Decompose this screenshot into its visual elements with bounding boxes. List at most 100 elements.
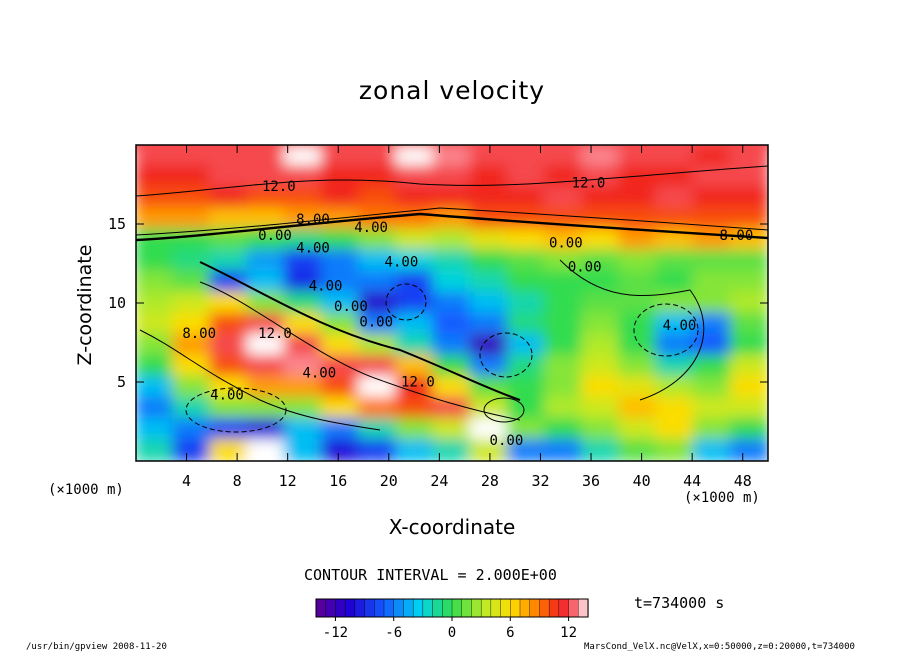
field-cell: [283, 333, 323, 357]
field-cell: [432, 438, 472, 461]
contour-line: [479, 332, 533, 378]
field-cell: [692, 270, 732, 294]
field-cell: [136, 438, 175, 461]
field-cell: [358, 312, 398, 336]
field-cell: [581, 375, 621, 399]
x-tick-label: 32: [531, 472, 549, 490]
colorbar-segment: [471, 598, 482, 618]
field-cell: [209, 207, 249, 231]
x-tick-label: 24: [430, 472, 448, 490]
field-cell: [358, 270, 398, 294]
field-cell: [618, 354, 658, 378]
field-cell: [358, 186, 398, 210]
field-cell: [506, 396, 546, 420]
colorbar-segment: [578, 598, 589, 618]
field-cell: [469, 417, 509, 441]
field-cell: [395, 375, 435, 399]
field-cell: [655, 354, 695, 378]
field-cell: [172, 207, 212, 231]
contour-label: 4.00: [354, 220, 388, 236]
field-cell: [358, 333, 398, 357]
field-cell: [618, 291, 658, 315]
contour-line: [136, 165, 768, 197]
contour-label: 0.00: [490, 433, 524, 449]
chart-title: zonal velocity: [358, 76, 546, 105]
field-cell: [320, 333, 361, 357]
field-cell: [469, 186, 509, 210]
field-cell: [320, 145, 361, 168]
colorbar-segment: [354, 598, 366, 618]
x-axis-unit: (×1000 m): [684, 490, 760, 506]
field-cell: [506, 145, 546, 168]
colorbar-segment: [539, 598, 550, 618]
colorbar-segment: [344, 598, 356, 618]
colorbar-segment: [403, 598, 414, 618]
field-cell: [283, 249, 323, 273]
y-axis-unit: (×1000 m): [48, 482, 124, 498]
field-cell: [729, 417, 768, 441]
field-cell: [543, 375, 584, 399]
x-tick-label: 12: [279, 472, 297, 490]
contour-label: 4.00: [663, 318, 697, 334]
field-cell: [432, 165, 472, 189]
contour-line: [199, 281, 521, 421]
field-cell: [172, 145, 212, 168]
colorbar-segment: [568, 598, 579, 618]
field-cell: [395, 417, 435, 441]
field-cell: [432, 333, 472, 357]
field-cell: [209, 312, 249, 336]
field-cell: [543, 333, 584, 357]
x-tick-label: 48: [734, 472, 752, 490]
y-tick-label: 10: [108, 294, 126, 312]
colorbar-segment: [519, 598, 531, 618]
field-cell: [506, 270, 546, 294]
field-cell: [172, 354, 212, 378]
contour-label: 4.00: [296, 240, 330, 256]
field-cell: [136, 396, 175, 420]
field-cell: [506, 354, 546, 378]
field-cell: [432, 291, 472, 315]
field-cell: [209, 165, 249, 189]
field-cell: [729, 438, 768, 461]
contour-label: 12.0: [262, 179, 296, 195]
contour-label: 4.00: [385, 255, 419, 271]
field-cell: [283, 291, 323, 315]
field-cell: [432, 312, 472, 336]
field-cell: [469, 354, 509, 378]
field-cell: [320, 417, 361, 441]
field-cell: [581, 270, 621, 294]
field-cell: [655, 312, 695, 336]
y-axis-label: Z-coordinate: [74, 244, 96, 366]
colorbar-segment: [461, 598, 473, 618]
field-cell: [136, 186, 175, 210]
contour-label: 0.00: [549, 236, 583, 252]
field-cell: [655, 249, 695, 273]
y-tick-label: 15: [108, 215, 126, 233]
field-cell: [618, 375, 658, 399]
colorbar-segment: [548, 598, 560, 618]
x-tick-label: 20: [380, 472, 398, 490]
field-cell: [618, 438, 658, 461]
field-cell: [209, 249, 249, 273]
contour-line: [483, 397, 525, 423]
field-cell: [246, 249, 286, 273]
colorbar-segment: [383, 598, 395, 618]
contour-line: [633, 303, 699, 357]
field-cell: [729, 396, 768, 420]
field-cell: [246, 396, 286, 420]
field-cell: [618, 270, 658, 294]
contour-label: 4.00: [302, 365, 336, 381]
field-cell: [136, 165, 175, 189]
contour-label: 0.00: [568, 259, 602, 275]
field-cell: [209, 438, 249, 461]
field-cell: [729, 291, 768, 315]
colorbar-segment: [500, 598, 511, 618]
contour-label: 8.00: [182, 326, 216, 342]
field-cell: [655, 438, 695, 461]
field-cell: [246, 354, 286, 378]
field-cell: [283, 228, 323, 252]
field-cell: [432, 354, 472, 378]
field-cell: [655, 145, 695, 168]
field-cell: [209, 270, 249, 294]
field-cell: [729, 207, 768, 231]
